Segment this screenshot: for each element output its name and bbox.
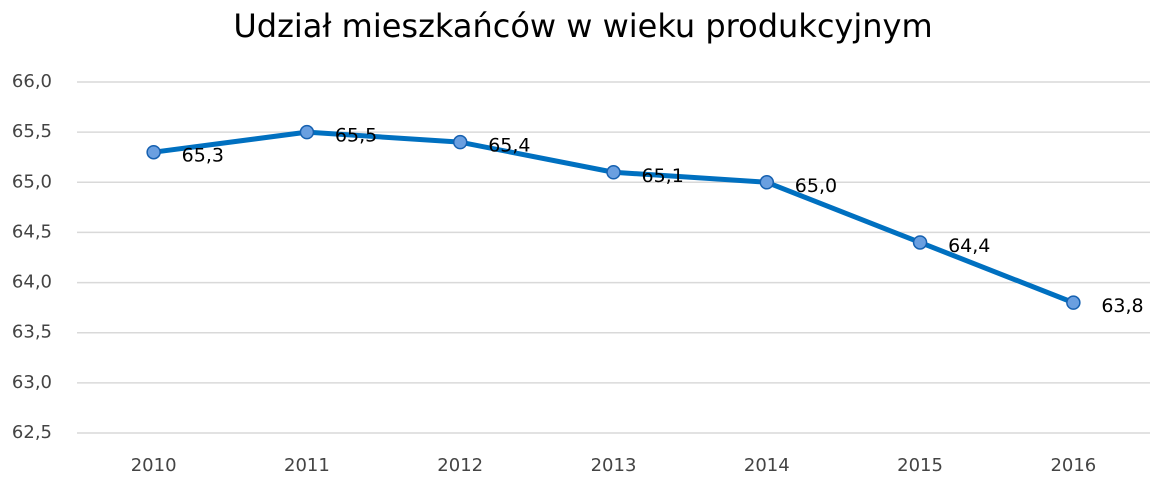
y-tick-label: 64,5 [12, 221, 52, 242]
data-point [452, 134, 468, 150]
x-tick-label: 2015 [897, 455, 943, 476]
x-tick-label: 2010 [131, 455, 177, 476]
x-tick-label: 2016 [1050, 455, 1096, 476]
y-tick-label: 62,5 [12, 422, 52, 443]
data-point [759, 175, 775, 190]
y-tick-label: 64,0 [12, 272, 52, 293]
data-label: 63,8 [1101, 295, 1143, 317]
y-tick-label: 65,5 [12, 121, 52, 142]
data-label: 65,5 [335, 125, 377, 147]
data-point [299, 124, 315, 140]
y-tick-label: 63,0 [12, 372, 52, 393]
data-point [606, 165, 621, 180]
x-tick-label: 2013 [591, 455, 637, 476]
data-label: 64,4 [948, 235, 990, 257]
data-label: 65,3 [182, 145, 224, 167]
data-line [153, 129, 1075, 305]
chart-title: Udział mieszkańców w wieku produkcyjnym [233, 7, 932, 45]
data-point [912, 235, 928, 250]
data-label: 65,4 [488, 135, 530, 157]
data-point [146, 144, 161, 160]
y-tick-label: 66,0 [12, 71, 52, 92]
x-tick-label: 2012 [437, 455, 483, 476]
x-tick-label: 2014 [744, 455, 790, 476]
y-tick-label: 63,5 [12, 322, 52, 343]
y-tick-label: 65,0 [12, 171, 52, 192]
x-tick-label: 2011 [284, 455, 330, 476]
data-label: 65,0 [795, 175, 837, 197]
data-point [1066, 295, 1081, 310]
data-label: 65,1 [642, 165, 684, 187]
